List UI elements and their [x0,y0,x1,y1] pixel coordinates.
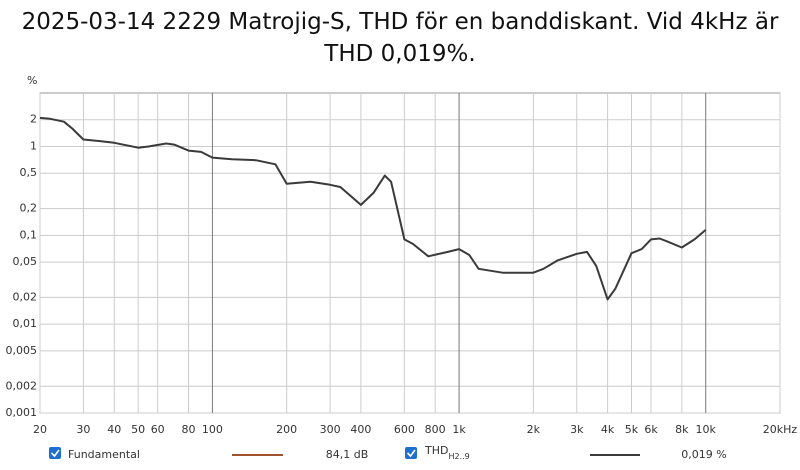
legend-value: 84,1 dB [326,448,369,461]
x-tick-label: 300 [320,423,341,436]
y-tick-label: 0,5 [20,166,38,179]
legend-value: 0,019 % [681,448,726,461]
x-tick-label: 2k [527,423,541,436]
x-tick-label: 80 [182,423,196,436]
y-tick-label: 0,02 [13,290,38,303]
checkbox[interactable] [405,447,417,459]
x-tick-label: 1k [452,423,466,436]
x-tick-label: 4k [601,423,615,436]
y-unit: % [27,74,37,87]
legend-name: THD [424,444,448,457]
x-tick-label: 400 [350,423,371,436]
checkbox[interactable] [49,447,61,459]
y-tick-label: 0,001 [6,406,38,419]
x-tick-label: 10k [696,423,717,436]
x-tick-label: 800 [425,423,446,436]
x-tick-label: 600 [394,423,415,436]
legend-subscript: H2..9 [448,452,469,461]
y-tick-label: 0,005 [6,344,38,357]
y-tick-label: 0,1 [20,228,38,241]
x-tick-label: 100 [202,423,223,436]
legend-label: Fundamental [68,448,140,461]
legend-name: Fundamental [68,448,140,461]
thd-line [39,116,707,301]
y-tick-label: 1 [30,139,37,152]
x-tick-label: 30 [76,423,90,436]
x-tick-label: 8k [675,423,689,436]
y-tick-label: 0,05 [13,255,38,268]
x-tick-label: 40 [107,423,121,436]
y-tick-label: 2 [30,113,37,126]
x-tick-label: 3k [570,423,584,436]
chart-title: 2025-03-14 2229 Matrojig-S, THD för en b… [21,9,779,67]
x-tick-label: 20kHz [763,423,798,436]
y-tick-label: 0,002 [6,379,38,392]
x-tick-label: 6k [644,423,658,436]
plot-frame [39,92,781,414]
y-tick-label: 0,01 [13,317,38,330]
x-tick-label: 50 [131,423,145,436]
x-tick-label: 5k [625,423,639,436]
x-tick-label: 200 [276,423,297,436]
x-tick-label: 20 [33,423,47,436]
y-tick-label: 0,2 [20,202,38,215]
legend-label: THDH2..9 [424,444,470,461]
x-tick-label: 60 [151,423,165,436]
